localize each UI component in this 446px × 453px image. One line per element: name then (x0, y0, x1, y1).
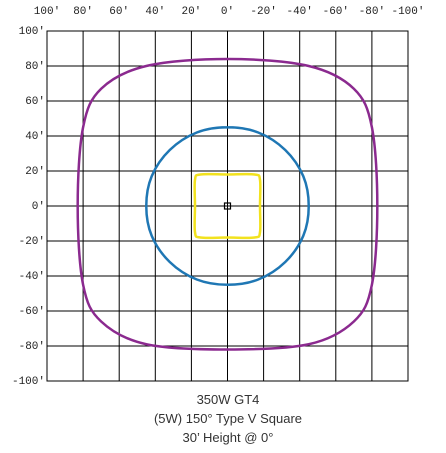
y-tick-label: -80' (19, 341, 45, 353)
contour-line (193, 172, 262, 240)
center-marker (223, 202, 232, 210)
y-tick-label: 0' (32, 201, 45, 213)
x-tick-label: -80' (359, 6, 385, 18)
contour-line (76, 57, 379, 351)
contour-line (145, 125, 310, 287)
x-tick-label: 80' (73, 6, 93, 18)
y-tick-label: -60' (19, 306, 45, 318)
y-tick-label: -100' (12, 376, 45, 388)
x-tick-label: 20' (181, 6, 201, 18)
title-line: 30’ Height @ 0° (183, 430, 274, 445)
x-tick-label: -100' (391, 6, 424, 18)
y-tick-label: 40' (25, 131, 45, 143)
x-tick-label: -20' (250, 6, 276, 18)
title-line: 350W GT4 (197, 392, 260, 407)
y-tick-label: 60' (25, 96, 45, 108)
y-tick-label: 20' (25, 166, 45, 178)
y-tick-label: 100' (19, 26, 45, 38)
x-tick-label: 100' (34, 6, 60, 18)
x-tick-label: 0' (221, 6, 234, 18)
x-tick-label: 60' (109, 6, 129, 18)
y-tick-label: 80' (25, 61, 45, 73)
title-line: (5W) 150° Type V Square (154, 411, 302, 426)
y-tick-label: -40' (19, 271, 45, 283)
x-tick-label: -60' (323, 6, 349, 18)
y-tick-label: -20' (19, 236, 45, 248)
x-tick-label: 40' (145, 6, 165, 18)
x-tick-label: -40' (286, 6, 312, 18)
